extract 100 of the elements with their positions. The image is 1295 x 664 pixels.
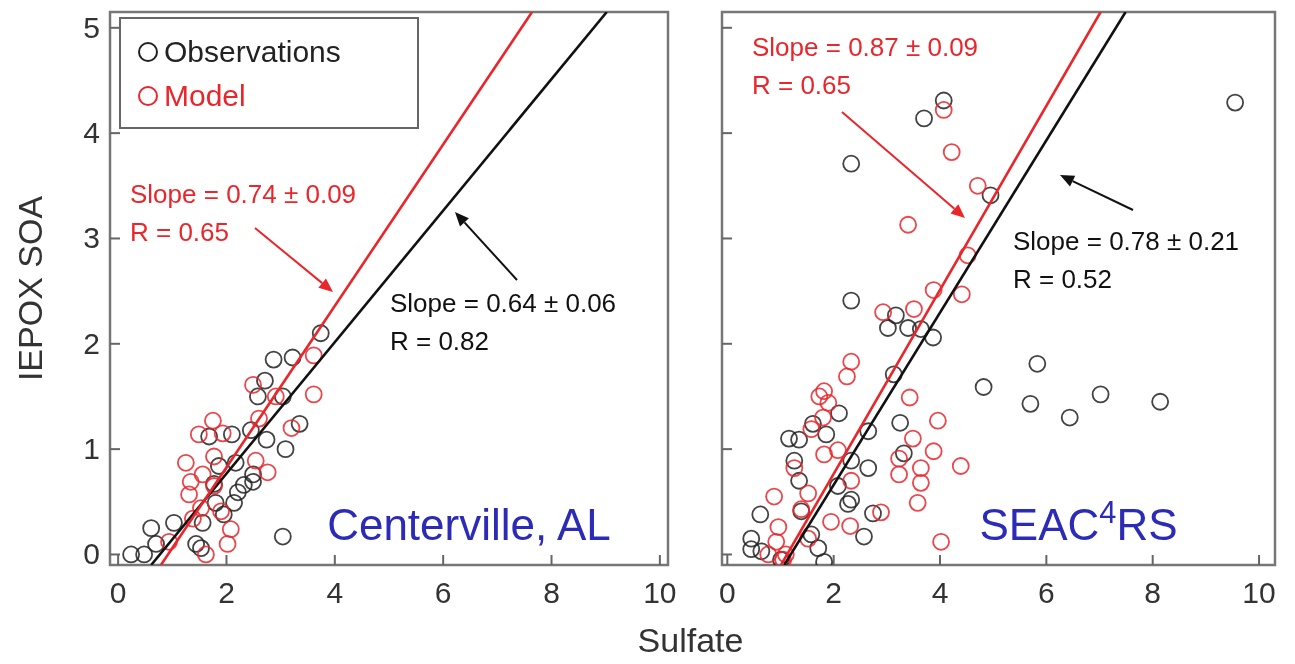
point [981, 186, 1000, 205]
x-axis-title: Sulfate [637, 621, 744, 659]
point [205, 447, 223, 466]
point [924, 328, 942, 347]
point [785, 459, 804, 477]
point [804, 414, 822, 433]
point [819, 393, 838, 412]
y-tick-label: 2 [83, 326, 100, 360]
point [767, 532, 786, 551]
point [905, 300, 923, 318]
point [769, 518, 788, 536]
point [802, 420, 821, 439]
point [192, 499, 210, 518]
point [752, 542, 771, 561]
point [874, 303, 893, 322]
annotation: Slope = 0.87 ± 0.09 R = 0.65 [752, 32, 979, 100]
x-tick-label: 6 [434, 576, 452, 609]
point [855, 527, 873, 546]
x-tick-label: 0 [718, 576, 736, 609]
point [776, 545, 795, 564]
point [932, 532, 950, 551]
point [911, 473, 930, 492]
legend-label: Observations [164, 35, 341, 68]
point [147, 535, 165, 553]
point [225, 493, 243, 512]
point [160, 532, 178, 551]
point [903, 429, 922, 448]
text: Centerville, AL [327, 500, 611, 549]
point [830, 404, 848, 423]
x-tick-label: 8 [1144, 576, 1162, 609]
point [180, 485, 198, 504]
point [200, 427, 219, 446]
point [759, 545, 778, 564]
x-tick-label: 2 [825, 576, 843, 609]
point [814, 408, 832, 427]
point [282, 419, 301, 437]
point [815, 445, 833, 464]
point [842, 490, 861, 509]
point [864, 504, 882, 523]
point [790, 471, 808, 490]
point [810, 387, 829, 406]
y-tick-label: 5 [83, 10, 100, 44]
y-tick-label: 4 [83, 116, 100, 150]
point [250, 409, 268, 428]
point [842, 291, 861, 310]
point [742, 540, 761, 559]
point [822, 512, 840, 531]
point [859, 459, 878, 477]
point [790, 430, 808, 449]
point [891, 413, 910, 432]
point [974, 378, 993, 396]
point [193, 465, 212, 484]
x-tick-label: 8 [543, 576, 560, 609]
point [842, 451, 861, 470]
point [1091, 385, 1110, 404]
point [765, 487, 784, 506]
annotation: Slope = 0.74 ± 0.09 R = 0.65 [130, 179, 357, 247]
point [815, 382, 833, 401]
point [884, 365, 903, 384]
point [1021, 394, 1040, 413]
point [244, 375, 262, 394]
point [183, 509, 202, 528]
point [204, 411, 222, 430]
point [899, 319, 918, 337]
point [934, 101, 953, 119]
point [886, 306, 905, 325]
point [241, 421, 260, 440]
point [1060, 408, 1079, 427]
x-tick-label: 0 [109, 576, 127, 609]
point [244, 472, 262, 491]
point [799, 529, 818, 548]
y-tick-label: 3 [83, 221, 100, 255]
point [258, 463, 277, 482]
point [742, 529, 761, 548]
point [256, 371, 274, 390]
point [311, 324, 330, 343]
point [838, 367, 856, 386]
legend-label: Model [164, 79, 246, 112]
point [968, 176, 987, 195]
y-tick-label: 0 [83, 537, 100, 571]
annotation: Slope = 0.64 ± 0.06 R = 0.82 [390, 288, 617, 356]
point [189, 425, 208, 444]
point [266, 387, 285, 406]
point [246, 451, 265, 470]
point [809, 539, 828, 558]
point [802, 525, 821, 544]
x-tick-label: 10 [643, 576, 677, 609]
point [221, 520, 240, 539]
x-tick-label: 4 [326, 576, 344, 609]
point [222, 425, 241, 444]
point [842, 352, 861, 371]
point [872, 503, 890, 522]
point [924, 281, 943, 299]
point [1028, 354, 1047, 373]
point [304, 385, 323, 404]
point [879, 319, 897, 337]
point [799, 484, 818, 503]
point [142, 519, 161, 538]
point [952, 285, 971, 304]
point [890, 449, 908, 468]
